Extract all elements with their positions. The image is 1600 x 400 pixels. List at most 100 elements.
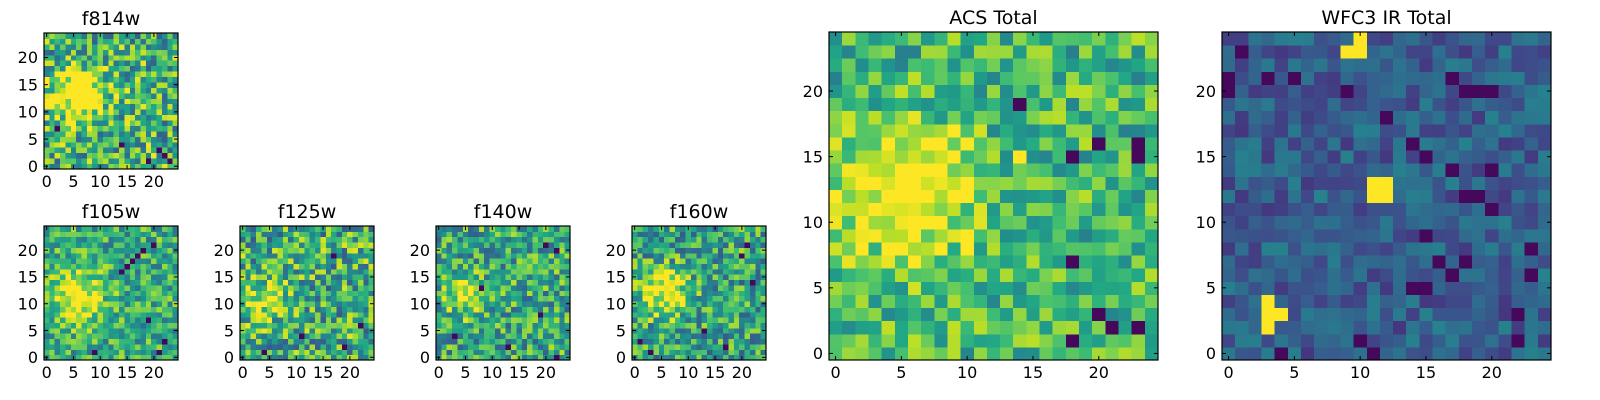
heatmap-cell [363, 349, 370, 356]
heatmap-cell [1498, 136, 1513, 151]
heatmap-cell [674, 343, 681, 350]
heatmap-cell [1445, 97, 1460, 112]
heatmap-cell [564, 236, 571, 243]
heatmap-cell [500, 349, 507, 356]
heatmap-cell [250, 242, 257, 248]
heatmap-cell [760, 268, 767, 275]
heatmap-cell [664, 317, 671, 323]
heatmap-cell [65, 306, 72, 313]
heatmap-cell [357, 279, 364, 286]
heatmap-cell [113, 38, 120, 45]
heatmap-cell [1511, 150, 1526, 164]
heatmap-cell [1000, 176, 1014, 190]
heatmap-cell [1445, 136, 1460, 151]
heatmap-cell [1300, 110, 1315, 125]
heatmap-cell [1118, 110, 1133, 125]
heatmap-cell [108, 60, 115, 67]
heatmap-cell [1079, 32, 1093, 46]
heatmap-cell [1353, 123, 1368, 138]
heatmap-cell [1445, 176, 1460, 190]
heatmap-cell [1445, 71, 1460, 85]
heatmap-cell [755, 252, 762, 259]
heatmap-cell [1393, 241, 1407, 256]
heatmap-cell [272, 327, 279, 334]
heatmap-cell [76, 103, 83, 110]
heatmap-cell [124, 103, 131, 110]
heatmap-cell [347, 236, 354, 243]
heatmap-cell [320, 274, 327, 281]
heatmap-cell [277, 236, 284, 243]
heatmap-cell [1261, 307, 1276, 322]
heatmap-cell [76, 252, 83, 259]
heatmap-cell [304, 247, 311, 254]
heatmap-cell [1261, 241, 1276, 256]
heatmap-cell [664, 290, 671, 297]
heatmap-cell [145, 306, 152, 313]
axes-frame [43, 225, 179, 361]
heatmap-cell [70, 38, 77, 45]
heatmap-cell [97, 158, 104, 165]
heatmap-cell [129, 327, 136, 334]
heatmap-cell [119, 54, 125, 61]
heatmap-cell [494, 268, 501, 275]
heatmap-cell [347, 322, 354, 329]
heatmap-cells [240, 226, 375, 361]
heatmap-cell [881, 176, 896, 190]
heatmap-cell [648, 252, 654, 259]
heatmap-cell [151, 60, 158, 67]
heatmap-cell [489, 349, 496, 356]
heatmap-cell [129, 284, 136, 291]
heatmap-cell [749, 311, 756, 318]
heatmap-cell [511, 290, 517, 297]
heatmap-cell [1026, 97, 1041, 112]
heatmap-cell [829, 241, 843, 256]
heatmap-cell [1419, 255, 1434, 269]
heatmap-cell [172, 295, 179, 302]
heatmap-cell [701, 242, 708, 248]
heatmap-cell [256, 268, 262, 275]
heatmap-cell [293, 258, 300, 265]
heatmap-cell [1118, 150, 1133, 164]
heatmap-cell [527, 247, 533, 254]
heatmap-cell [1379, 110, 1394, 125]
heatmap-cell [368, 306, 375, 313]
heatmap-cell [934, 320, 948, 335]
heatmap-cell [145, 136, 152, 143]
heatmap-cell [1222, 110, 1236, 125]
heatmap-cell [484, 327, 491, 334]
heatmap-cell [119, 87, 125, 94]
heatmap-cell [65, 284, 72, 291]
heatmap-cell [642, 301, 649, 307]
heatmap-cell [331, 284, 337, 291]
heatmap-cell [1406, 123, 1420, 138]
heatmap-cell [436, 322, 442, 329]
heatmap-cell [341, 295, 348, 302]
heatmap-cell [543, 338, 550, 345]
heatmap-cell [452, 268, 458, 275]
heatmap-cell [108, 231, 115, 238]
heatmap-cell [363, 354, 370, 361]
heatmap-cell [1222, 241, 1236, 256]
heatmap-cell [1379, 97, 1394, 112]
heatmap-cell [1222, 320, 1236, 335]
heatmap-cell [129, 301, 136, 307]
heatmap-cell [76, 317, 83, 323]
heatmap-cell [664, 231, 671, 238]
heatmap-cell [484, 231, 491, 238]
heatmap-cell [559, 236, 566, 243]
heatmap-cell [119, 109, 125, 116]
heatmap-cell [1274, 176, 1289, 190]
heatmap-cell [76, 236, 83, 243]
heatmap-cell [1300, 215, 1315, 230]
heatmap-cell [733, 258, 740, 265]
heatmap-cell [696, 317, 703, 323]
x-tick-label: 10 [482, 363, 502, 382]
x-tick-label: 0 [830, 363, 840, 382]
heatmap-cell [65, 247, 72, 254]
heatmap-cell [81, 43, 88, 50]
heatmap-cell [755, 242, 762, 248]
heatmap-cell [500, 301, 507, 307]
heatmap-cell [1248, 320, 1262, 335]
heatmap-cell [1485, 333, 1499, 348]
heatmap-cell [829, 136, 843, 151]
